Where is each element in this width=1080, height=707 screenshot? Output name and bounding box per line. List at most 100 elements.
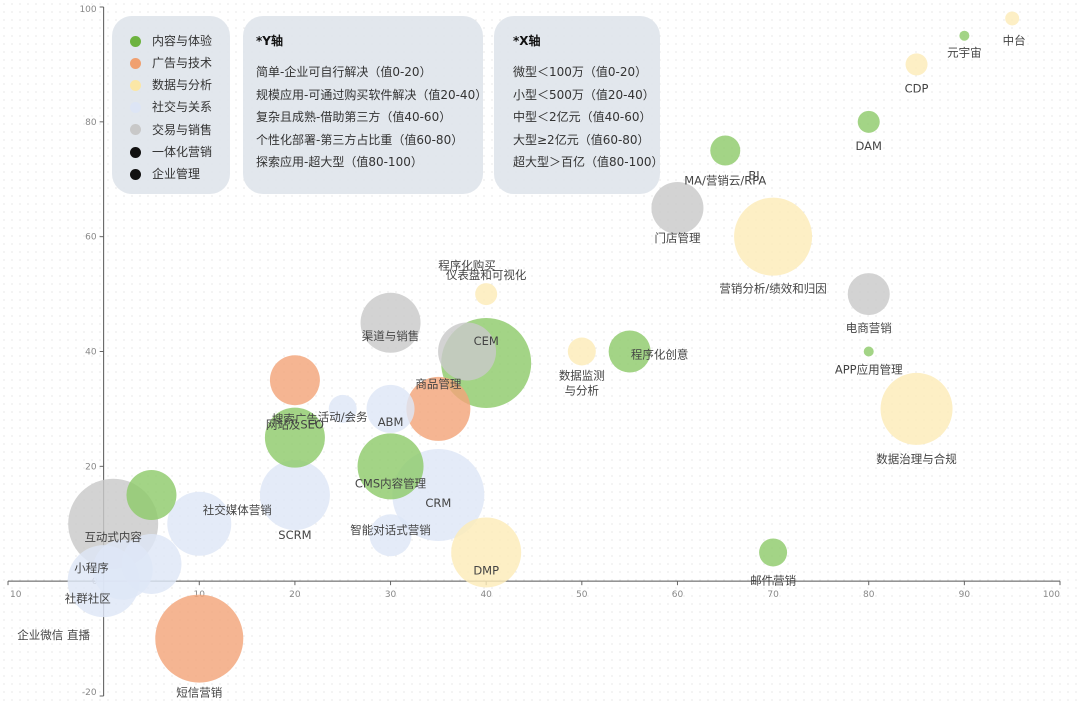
- x-panel-row: 超大型＞百亿（值80-100）: [513, 155, 664, 169]
- legend-label: 交易与销售: [152, 122, 213, 137]
- bubble-label: 中台: [1003, 33, 1026, 47]
- bubble-label: CRM: [425, 496, 451, 510]
- y-tick-label: -20: [82, 688, 97, 698]
- y-tick-label: 60: [85, 233, 97, 243]
- bubble-label: CEM: [474, 334, 499, 348]
- bubble-label: 邮件营销: [750, 573, 796, 587]
- legend-item: 企业管理: [130, 163, 230, 185]
- bubble-label: 活动/会务: [318, 410, 368, 424]
- x-tick-label: 70: [767, 590, 779, 600]
- legend-panel: 内容与体验广告与技术数据与分析社交与关系交易与销售一体化营销企业管理: [112, 16, 230, 194]
- y-panel-row: 规模应用-可通过购买软件解决（值20-40）: [256, 87, 488, 102]
- legend-item: 一体化营销: [130, 141, 230, 163]
- bubble: [357, 433, 424, 500]
- bubble: [759, 538, 788, 567]
- y-axis-explanation-panel: *Y轴 简单-企业可自行解决（值0-20） 规模应用-可通过购买软件解决（值20…: [243, 16, 488, 194]
- y-panel-row: 探索应用-超大型（值80-100）: [256, 155, 423, 169]
- legend-swatch: [130, 124, 141, 136]
- y-panel-title: *Y轴: [256, 34, 283, 48]
- bubble: [264, 407, 325, 468]
- bubble-label: 渠道与销售: [362, 329, 420, 343]
- x-tick-label: 40: [480, 590, 492, 600]
- x-panel-row: 中型＜2亿元（值40-60）: [513, 110, 652, 124]
- bubble-label: 搜索广告: [272, 412, 318, 426]
- bubble: [269, 355, 320, 406]
- y-tick-label: 40: [85, 348, 97, 358]
- bubble-label: 互动式内容: [84, 530, 142, 544]
- legend-item: 数据与分析: [130, 74, 230, 96]
- bubble: [475, 283, 498, 306]
- y-panel-row: 个性化部署-第三方占比重（值60-80）: [256, 132, 464, 147]
- bubble-label: 企业微信 直播: [17, 628, 90, 642]
- bubble-label: DAM: [856, 139, 882, 153]
- bubble: [369, 514, 412, 557]
- bubble-label: 网站及SEO: [266, 418, 324, 432]
- y-panel-row: 简单-企业可自行解决（值0-20）: [256, 65, 432, 79]
- legend-label: 数据与分析: [152, 78, 213, 93]
- legend-label: 社交与关系: [152, 100, 213, 115]
- bubble-label: 数据监测与分析: [559, 369, 605, 398]
- x-panel-row: 小型＜500万（值20-40）: [513, 87, 655, 102]
- bubble-label: 商品管理: [415, 377, 461, 391]
- bubble: [710, 135, 741, 166]
- bubble: [608, 330, 651, 373]
- legend-swatch: [130, 146, 141, 158]
- x-tick-label: 90: [959, 590, 971, 600]
- bubble-label: 元宇宙: [947, 46, 982, 60]
- legend-label: 广告与技术: [152, 56, 213, 71]
- legend-item: 交易与销售: [130, 119, 230, 141]
- bubble-label: 社群社区: [65, 592, 111, 606]
- x-tick-label: 80: [863, 590, 875, 600]
- bubble-label: 智能对话式营销: [350, 523, 431, 537]
- bubble: [155, 594, 244, 683]
- x-axis-explanation-panel: *X轴 微型＜100万（值0-20） 小型＜500万（值20-40） 中型＜2亿…: [494, 16, 664, 194]
- bubble: [1005, 11, 1020, 26]
- bubble-label: 程序化购买: [438, 259, 496, 273]
- y-tick-label: 100: [79, 5, 96, 15]
- bubble-label: ABM: [378, 415, 404, 429]
- x-panel-row: 大型≥2亿元（值60-80）: [513, 132, 650, 147]
- bubble-label: 短信营销: [176, 686, 222, 700]
- bubble: [857, 110, 880, 133]
- legend-swatch: [130, 35, 141, 47]
- bubble: [734, 197, 813, 276]
- x-tick-label: 60: [672, 590, 684, 600]
- bubble-label: APP应用管理: [835, 363, 903, 377]
- x-panel-row: 微型＜100万（值0-20）: [513, 65, 648, 79]
- bubble: [167, 491, 232, 556]
- x-tick-label: 20: [289, 590, 301, 600]
- bubble: [451, 517, 522, 588]
- legend-label: 一体化营销: [152, 144, 213, 159]
- bubble: [259, 460, 330, 531]
- bubble-label: 社交媒体营销: [203, 503, 272, 517]
- legend-item: 内容与体验: [130, 30, 230, 52]
- bubble-label: CDP: [905, 81, 929, 95]
- bubble: [863, 346, 874, 357]
- bubble-label: DMP: [473, 563, 499, 577]
- bubble: [651, 181, 704, 234]
- bubble: [406, 376, 471, 441]
- bubble-label: 门店管理: [654, 231, 700, 245]
- bubble: [438, 322, 497, 381]
- bubble: [121, 533, 182, 594]
- bubble-label: 仪表盘和可视化: [446, 268, 527, 282]
- legend-label: 内容与体验: [152, 33, 213, 48]
- legend-label: 企业管理: [152, 166, 201, 181]
- x-tick-label: 30: [385, 590, 397, 600]
- legend-swatch: [130, 79, 141, 91]
- bubble-label: MA/营销云/RPA: [684, 174, 766, 188]
- bubble: [328, 394, 357, 423]
- bubble: [126, 470, 177, 521]
- legend-swatch: [130, 57, 141, 69]
- bubble-label: 电商营销: [846, 321, 892, 335]
- bubble-label: SCRM: [278, 528, 311, 542]
- bubble: [360, 292, 421, 353]
- legend-item: 社交与关系: [130, 97, 230, 119]
- bubble: [366, 384, 415, 433]
- y-tick-label: 80: [85, 118, 97, 128]
- bubble-label: BI: [748, 168, 759, 182]
- legend-item: 广告与技术: [130, 52, 230, 74]
- bubble: [905, 53, 928, 76]
- bubble: [567, 337, 596, 366]
- bubble: [959, 30, 970, 41]
